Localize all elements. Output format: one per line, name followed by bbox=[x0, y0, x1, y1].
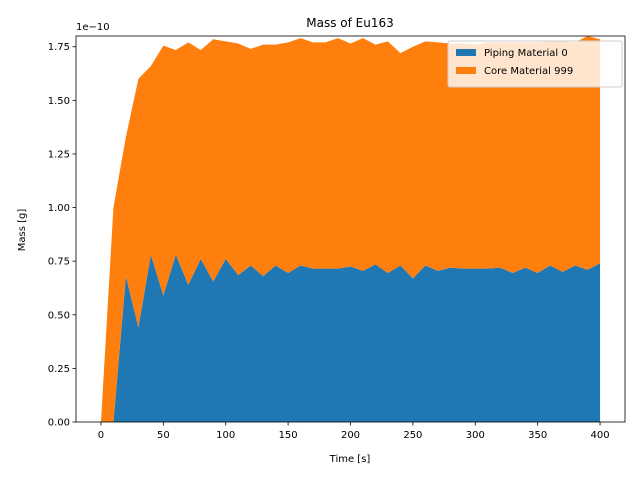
legend-box bbox=[447, 40, 623, 88]
plot-area: 0 50 100 150 200 250 300 350 400 0.00 0.25 0.50 0.75… bbox=[48, 35, 626, 441]
legend-swatch bbox=[456, 49, 476, 56]
x-tick-label: 0 bbox=[98, 430, 104, 441]
x-tick-label: 150 bbox=[279, 430, 298, 441]
area-series-0 bbox=[100, 254, 601, 422]
x-axis-label: Time [s] bbox=[329, 454, 371, 465]
y-tick-label: 0.00 bbox=[48, 418, 70, 429]
y-axis-scale-label: 1e−10 bbox=[76, 22, 110, 33]
legend: Piping Material 0 Core Material 999 bbox=[447, 40, 623, 88]
y-axis-label: Mass [g] bbox=[17, 209, 28, 252]
legend-label: Core Material 999 bbox=[484, 66, 573, 77]
y-tick-label: 0.75 bbox=[48, 257, 70, 268]
x-tick-label: 350 bbox=[528, 430, 547, 441]
area-series-1 bbox=[100, 36, 601, 422]
y-tick-label: 0.50 bbox=[48, 310, 70, 321]
y-tick-label: 1.00 bbox=[48, 203, 70, 214]
legend-label: Piping Material 0 bbox=[484, 48, 568, 59]
x-tick-label: 250 bbox=[403, 430, 422, 441]
x-tick-label: 50 bbox=[157, 430, 170, 441]
legend-swatch bbox=[456, 67, 476, 74]
x-tick-label: 200 bbox=[341, 430, 360, 441]
chart-title: Mass of Eu163 bbox=[306, 16, 394, 30]
x-tick-label: 300 bbox=[466, 430, 485, 441]
x-tick-label: 400 bbox=[590, 430, 609, 441]
y-tick-label: 1.75 bbox=[48, 42, 70, 53]
y-tick-label: 0.25 bbox=[48, 364, 70, 375]
y-tick-label: 1.25 bbox=[48, 149, 70, 160]
x-tick-label: 100 bbox=[216, 430, 235, 441]
y-tick-label: 1.50 bbox=[48, 96, 70, 107]
